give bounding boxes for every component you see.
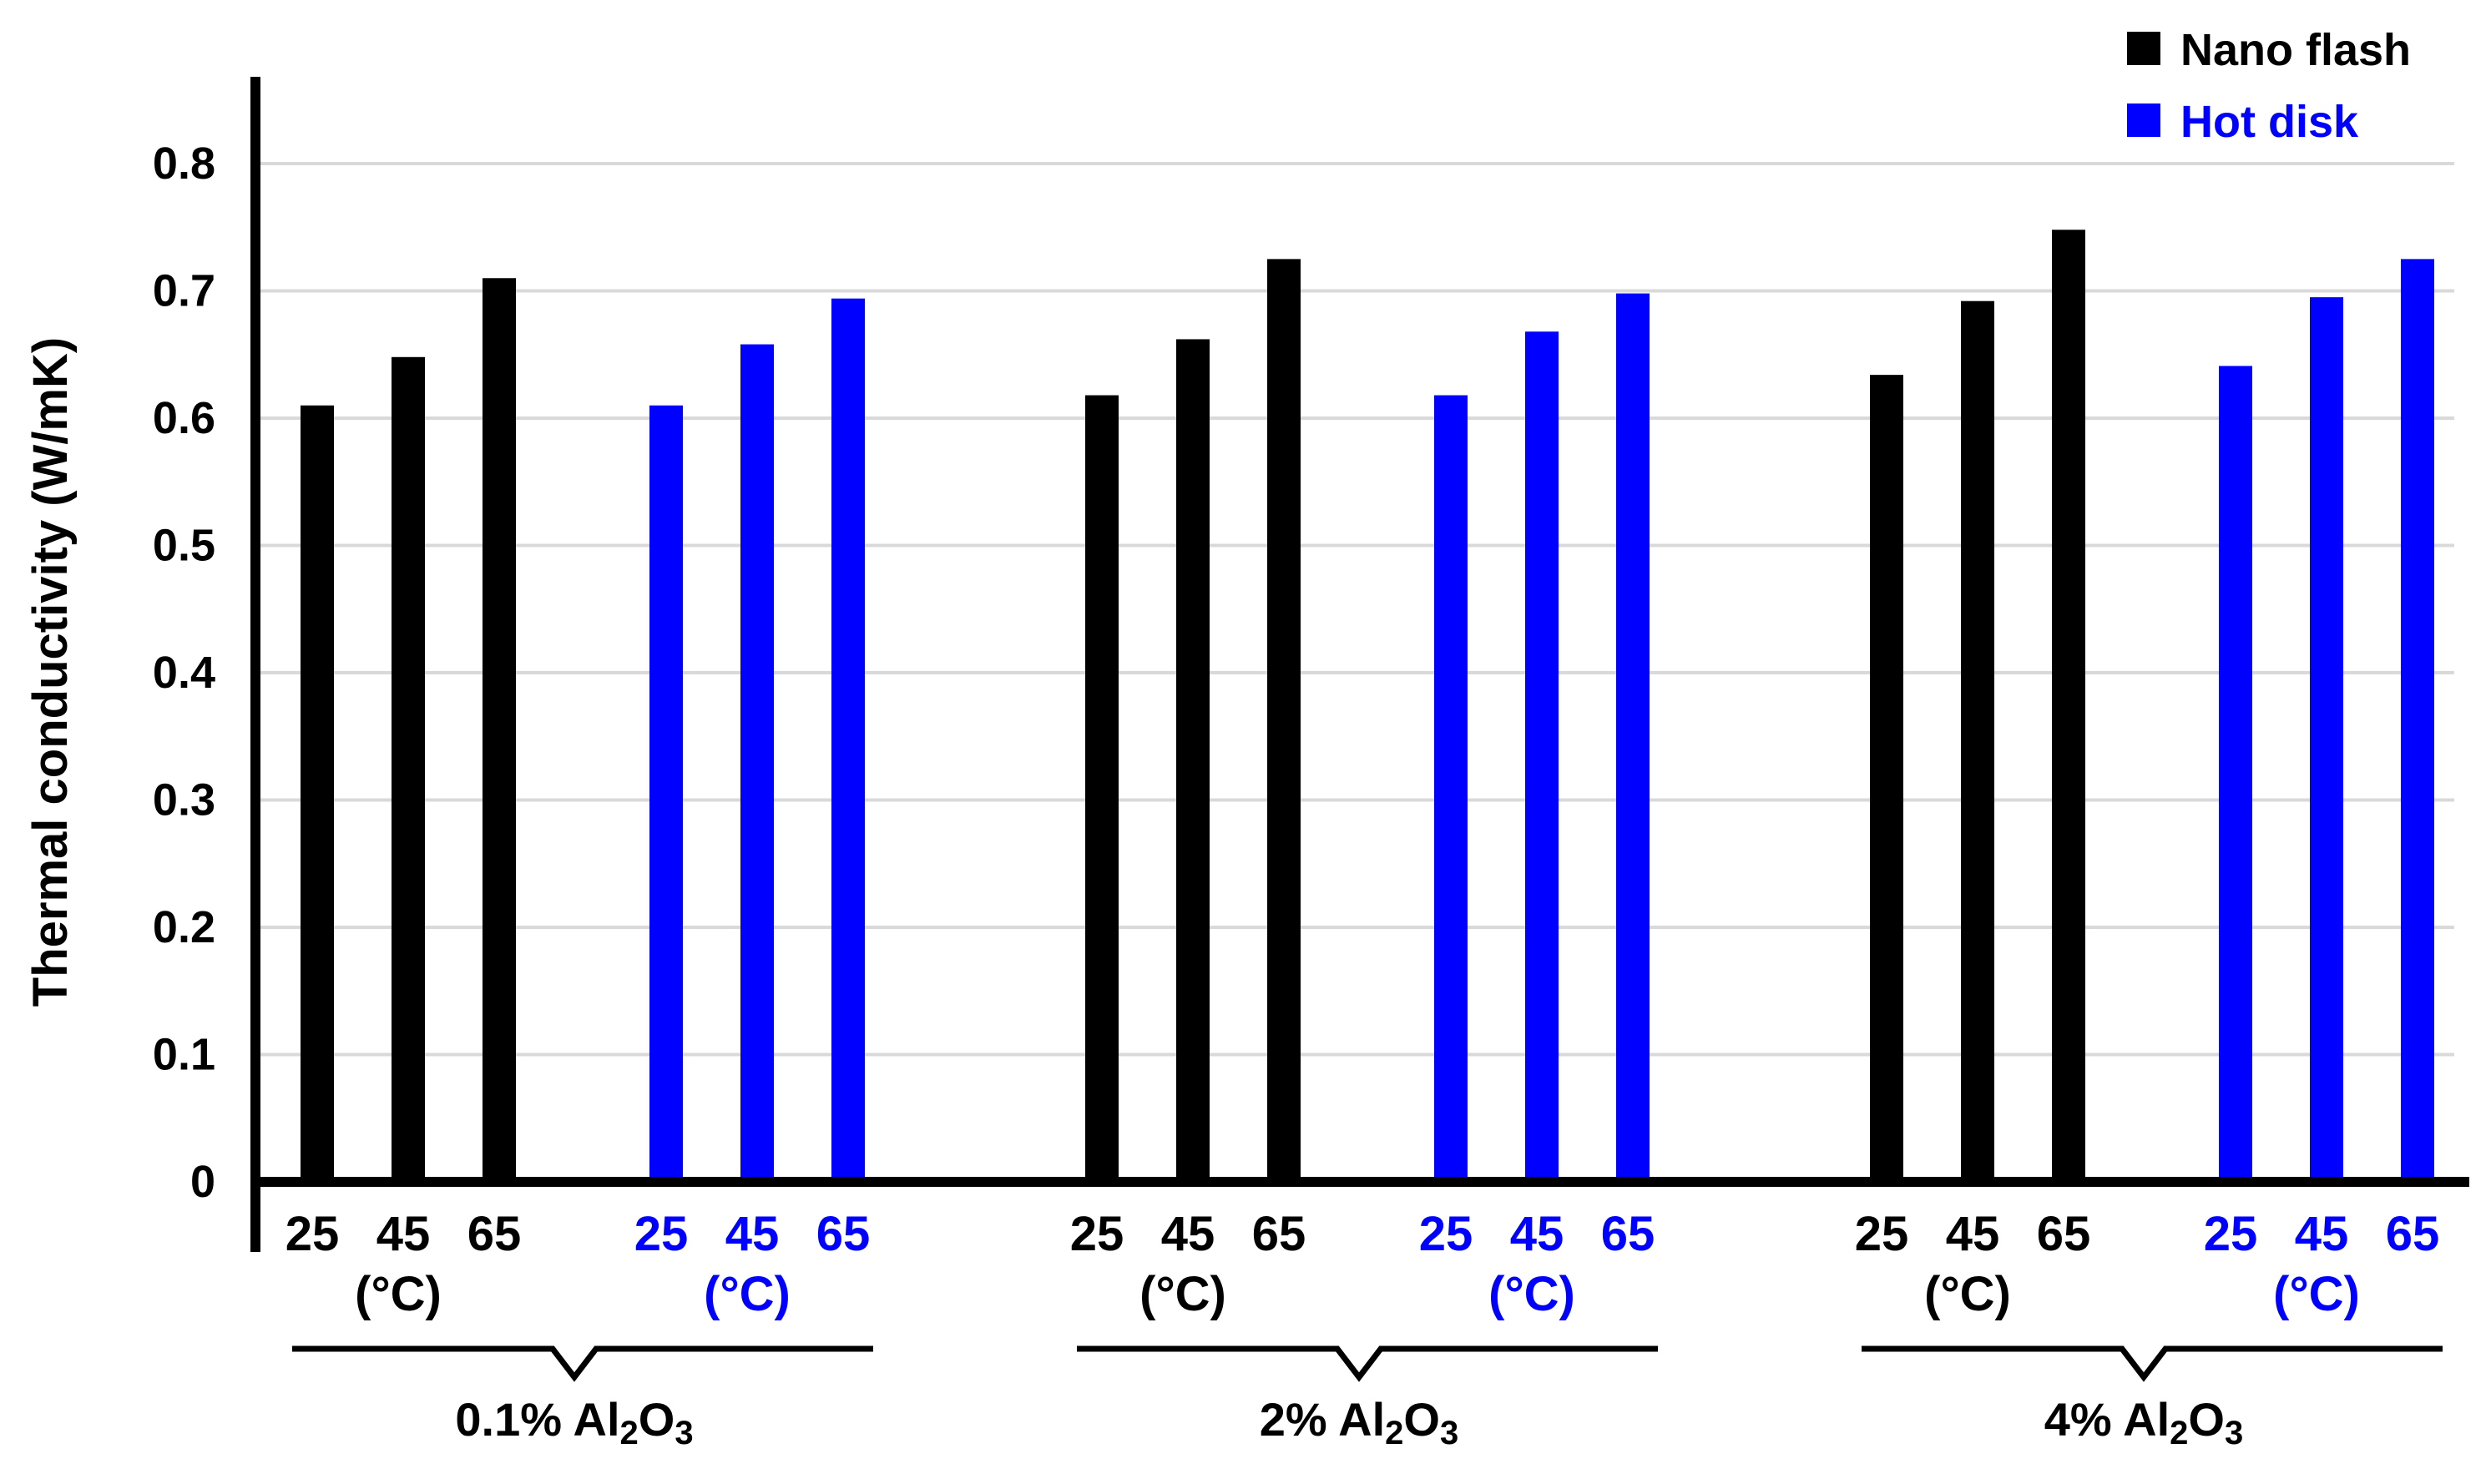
bar-hot-disk [831, 298, 865, 1182]
bar-nano-flash [1870, 375, 1903, 1182]
temperature-label: 25 [285, 1207, 340, 1261]
unit-label: (°C) [1139, 1267, 1226, 1321]
legend-swatch [2127, 32, 2160, 65]
x-tick-labels: 25 45 65 (°C) 25 45 65 (°C) 25 45 65 (°C) 25 45 65 (°C)… [285, 1207, 2440, 1321]
temperature-label: 45 [1161, 1207, 1215, 1261]
group-brace [1862, 1345, 2443, 1382]
y-axis-title: Thermal conductivity (W/mK) [23, 337, 78, 1007]
bar-hot-disk [1616, 293, 1650, 1182]
bar-nano-flash [1961, 300, 1994, 1183]
bar-nano-flash [483, 278, 516, 1182]
unit-label: (°C) [704, 1267, 791, 1321]
y-tick-label: 0.5 [153, 521, 215, 571]
bar-hot-disk [2219, 366, 2252, 1183]
y-tick-label: 0 [190, 1157, 215, 1207]
unit-label: (°C) [2273, 1267, 2360, 1321]
temperature-label: 45 [1946, 1207, 2000, 1261]
bar-hot-disk [2310, 297, 2343, 1182]
legend-swatch [2127, 103, 2160, 137]
legend: Nano flash Hot disk [2127, 25, 2411, 147]
temperature-label: 65 [467, 1207, 522, 1261]
bar-nano-flash [1267, 259, 1301, 1182]
group-label: 0.1% Al2O3 [455, 1393, 693, 1451]
legend-label: Hot disk [2180, 97, 2359, 147]
temperature-label: 65 [2386, 1207, 2440, 1261]
temperature-label: 25 [1855, 1207, 1909, 1261]
y-tick-label: 0.4 [153, 648, 215, 698]
y-tick-label: 0.1 [153, 1030, 215, 1080]
group-brace [1077, 1345, 1658, 1382]
temperature-label: 45 [2295, 1207, 2349, 1261]
bar-nano-flash [1085, 395, 1119, 1182]
bars [301, 230, 2434, 1183]
temperature-label: 25 [2204, 1207, 2258, 1261]
axes [250, 77, 2469, 1252]
y-tick-label: 0.6 [153, 393, 215, 443]
unit-label: (°C) [355, 1267, 442, 1321]
bar-nano-flash [301, 405, 334, 1182]
group-label: 4% Al2O3 [2044, 1393, 2243, 1451]
temperature-label: 45 [1510, 1207, 1564, 1261]
group-labels: 0.1% Al2O3 2% Al2O3 4% Al2O3 [292, 1345, 2443, 1451]
legend-label: Nano flash [2180, 25, 2411, 75]
temperature-label: 65 [816, 1207, 871, 1261]
temperature-label: 25 [1070, 1207, 1124, 1261]
group-brace [292, 1345, 873, 1382]
bar-nano-flash [2052, 230, 2085, 1182]
bar-hot-disk [2401, 259, 2434, 1182]
unit-label: (°C) [1488, 1267, 1575, 1321]
bar-hot-disk [1525, 331, 1559, 1182]
y-tick-label: 0.2 [153, 902, 215, 952]
y-tick-label: 0.3 [153, 775, 215, 825]
bar-nano-flash [1176, 339, 1210, 1182]
bar-hot-disk [1434, 395, 1468, 1182]
temperature-label: 65 [2037, 1207, 2091, 1261]
temperature-label: 45 [725, 1207, 780, 1261]
unit-label: (°C) [1924, 1267, 2011, 1321]
bar-hot-disk [649, 405, 683, 1182]
temperature-label: 65 [1601, 1207, 1655, 1261]
gridlines [255, 162, 2454, 1057]
temperature-label: 65 [1252, 1207, 1306, 1261]
y-tick-label: 0.7 [153, 266, 215, 316]
y-tick-label: 0.8 [153, 139, 215, 189]
temperature-label: 25 [634, 1207, 689, 1261]
bar-hot-disk [740, 344, 774, 1182]
group-label: 2% Al2O3 [1260, 1393, 1458, 1451]
bar-nano-flash [392, 356, 425, 1182]
y-tick-labels: 0 0.1 0.2 0.3 0.4 0.5 0.6 0.7 0.8 [153, 139, 215, 1207]
temperature-label: 45 [376, 1207, 431, 1261]
temperature-label: 25 [1419, 1207, 1473, 1261]
